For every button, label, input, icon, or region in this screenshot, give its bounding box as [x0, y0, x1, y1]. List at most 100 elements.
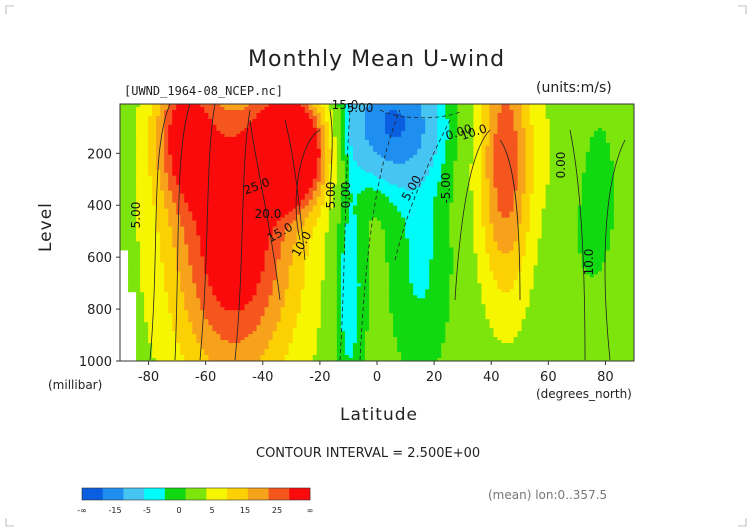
field-cell [244, 118, 249, 123]
field-cell [493, 202, 498, 207]
field-cell [252, 127, 257, 132]
field-cell [469, 175, 474, 180]
field-cell [228, 199, 233, 204]
field-cell [441, 145, 446, 150]
field-cell [284, 127, 290, 132]
field-cell [256, 151, 261, 156]
field-cell [593, 139, 599, 144]
field-cell [429, 187, 434, 192]
field-cell [244, 145, 249, 150]
field-cell [497, 211, 502, 215]
field-cell [501, 115, 506, 120]
field-cell [533, 181, 539, 186]
field-cell [605, 184, 611, 189]
field-cell [180, 178, 185, 183]
field-cell [148, 190, 153, 195]
field-cell [537, 184, 543, 189]
field-cell [485, 199, 490, 204]
field-cell [397, 175, 402, 180]
field-cell [336, 172, 342, 177]
field-cell [513, 151, 518, 156]
field-cell [457, 148, 462, 153]
field-cell [585, 142, 591, 147]
field-cell [393, 106, 398, 111]
field-cell [184, 172, 189, 177]
field-cell [168, 127, 173, 132]
field-cell [485, 136, 490, 141]
field-cell [256, 148, 261, 153]
field-cell [132, 172, 137, 177]
field-cell [457, 104, 462, 108]
field-cell [124, 211, 129, 215]
field-cell [296, 214, 302, 218]
field-cell [445, 106, 450, 111]
field-cell [469, 121, 474, 126]
field-cell [589, 175, 595, 180]
field-cell [280, 172, 286, 177]
field-cell [372, 133, 378, 138]
field-cell [381, 211, 386, 215]
field-cell [128, 217, 133, 221]
field-cell [284, 190, 290, 195]
field-cell [553, 112, 559, 117]
field-cell [593, 133, 599, 138]
field-cell [481, 211, 486, 215]
field-cell [196, 124, 201, 129]
field-cell [445, 217, 450, 221]
field-cell [473, 202, 478, 207]
field-cell [356, 214, 362, 218]
field-cell [276, 178, 282, 183]
field-cell [220, 115, 225, 120]
field-cell [312, 151, 318, 156]
field-cell [453, 139, 458, 144]
field-cell [152, 139, 157, 144]
field-cell [204, 199, 209, 204]
field-cell [529, 214, 535, 218]
field-cell [364, 121, 370, 126]
field-cell [617, 181, 623, 186]
field-cell [537, 217, 543, 221]
field-cell [469, 208, 474, 212]
field-cell [465, 154, 470, 159]
field-cell [136, 208, 141, 212]
field-cell [360, 199, 366, 204]
field-cell [360, 190, 366, 195]
field-cell [192, 145, 197, 150]
field-cell [148, 104, 153, 108]
field-cell [340, 112, 346, 117]
field-cell [344, 175, 350, 180]
field-cell [356, 112, 362, 117]
field-cell [280, 193, 286, 198]
field-cell [477, 166, 482, 171]
field-cell [525, 217, 530, 221]
field-cell [485, 148, 490, 153]
field-cell [401, 112, 406, 117]
field-cell [405, 148, 410, 153]
field-cell [441, 199, 446, 204]
field-cell [377, 121, 382, 126]
field-cell [433, 187, 438, 192]
field-cell [381, 193, 386, 198]
field-cell [332, 112, 338, 117]
field-cell [529, 199, 535, 204]
field-cell [565, 187, 571, 192]
field-cell [621, 124, 627, 129]
field-cell [172, 163, 177, 168]
field-cell [505, 109, 510, 114]
field-cell [621, 112, 627, 117]
field-cell [328, 208, 334, 212]
field-cell [292, 166, 298, 171]
field-cell [292, 199, 298, 204]
field-cell [272, 181, 278, 186]
field-cell [244, 109, 249, 114]
field-cell [352, 172, 358, 177]
field-cell [489, 169, 494, 174]
field-cell [401, 217, 406, 221]
field-cell [328, 142, 334, 147]
field-cell [168, 217, 173, 221]
field-cell [268, 133, 273, 138]
field-cell [344, 112, 350, 117]
field-cell [216, 109, 221, 114]
field-cell [385, 193, 390, 198]
field-cell [280, 175, 286, 180]
